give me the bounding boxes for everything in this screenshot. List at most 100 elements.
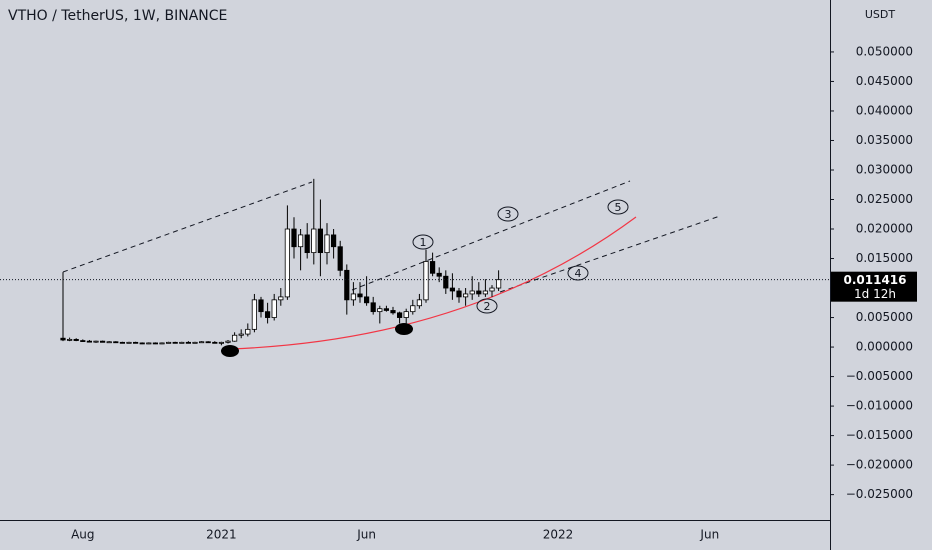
last-price-box [831, 271, 917, 302]
y-tick-label: −0.010000 [846, 399, 913, 413]
candle-body [469, 290, 475, 295]
drawings [62, 180, 721, 357]
candle-body [297, 234, 304, 248]
y-tick-label: −0.005000 [846, 369, 913, 383]
candle-body [324, 234, 330, 254]
countdown-label: 1d 12h [854, 287, 896, 301]
candle-body [344, 269, 350, 301]
axis-unit: USDT [865, 8, 896, 21]
candle-body [429, 261, 436, 274]
candle-body [363, 296, 370, 304]
annotation-circle [497, 206, 519, 222]
y-tick-label: −0.020000 [846, 458, 913, 472]
annotation-circle [607, 199, 629, 215]
candle-body [443, 275, 449, 289]
candle-body [100, 340, 106, 343]
candle-body [172, 341, 178, 344]
annotation-label: 1 [420, 236, 427, 249]
chart-title: VTHO / TetherUS, 1W, BINANCE [8, 8, 227, 24]
candle-body [291, 228, 297, 248]
annotation-label: 5 [615, 201, 622, 214]
candle-body [212, 341, 218, 344]
candle-body [159, 342, 165, 345]
candle-body [198, 341, 205, 344]
candle-body [73, 338, 79, 341]
y-tick-label: −0.025000 [846, 487, 913, 501]
y-tick-label: 0.020000 [856, 222, 913, 236]
candle-body [462, 293, 469, 298]
candle-body [284, 228, 291, 298]
candle-body [126, 341, 132, 344]
candle-body [205, 341, 211, 344]
candle-body [416, 299, 423, 307]
candle-body [489, 287, 495, 292]
trend-line [62, 181, 313, 273]
annotation-label: 4 [575, 267, 582, 280]
last-price-label: 0.011416 [843, 273, 906, 287]
candle-body [271, 299, 277, 318]
candle-body [238, 333, 244, 336]
candle-body [482, 290, 489, 295]
candle-body [436, 272, 442, 277]
candle-body [495, 279, 502, 289]
candle-body [311, 228, 317, 254]
marker-dot [221, 345, 239, 357]
candle-body [67, 338, 73, 341]
candle-body [179, 341, 185, 344]
candle-body [449, 287, 456, 292]
candle-body [258, 299, 264, 313]
candle-body [350, 293, 357, 301]
y-tick-label: 0.050000 [856, 44, 913, 58]
candle-body [245, 328, 251, 335]
candle-body [192, 341, 198, 344]
y-tick-label: 0.045000 [856, 74, 913, 88]
annotation-circle [412, 234, 434, 250]
candle-body [396, 312, 403, 318]
annotation-label: 2 [484, 300, 491, 313]
candle-body [139, 342, 145, 345]
candle-body [93, 340, 99, 343]
curve [229, 216, 637, 350]
candle-body [304, 234, 310, 254]
x-tick-label: Jun [356, 528, 376, 542]
candle-body [264, 311, 271, 318]
candle-body [357, 293, 363, 298]
candle-body [330, 234, 337, 248]
candle-body [152, 342, 158, 345]
candle-body [410, 305, 416, 313]
x-tick-label: 2021 [206, 528, 237, 542]
candle-body [80, 340, 86, 342]
y-tick-label: 0.000000 [856, 340, 913, 354]
y-tick-label: 0.005000 [856, 310, 913, 324]
candle-body [218, 341, 224, 344]
candle-body [317, 228, 324, 254]
candle-body [390, 310, 396, 314]
candle-body [403, 311, 409, 318]
candle-body [476, 290, 482, 295]
trend-line [499, 215, 721, 293]
x-tick-label: Aug [71, 528, 94, 542]
candle-body [113, 341, 119, 344]
y-tick-label: 0.015000 [856, 251, 913, 265]
annotation-label: 3 [505, 208, 512, 221]
candle-body [423, 261, 429, 301]
candle-body [132, 341, 139, 344]
candle-body [119, 341, 125, 344]
candle-body [86, 340, 92, 343]
annotation-circle [476, 298, 498, 314]
candle-body [185, 341, 191, 344]
x-tick-label: 2022 [543, 528, 574, 542]
candle-body [278, 296, 284, 301]
y-tick-label: 0.025000 [856, 192, 913, 206]
candle-body [165, 341, 172, 344]
x-tick-label: Jun [699, 528, 719, 542]
candle-body [370, 302, 376, 313]
candle-body [146, 342, 152, 345]
candle-body [337, 246, 343, 271]
candle-body [377, 308, 383, 313]
y-tick-label: −0.015000 [846, 428, 913, 442]
trend-line [351, 180, 631, 291]
candle-body [60, 337, 66, 341]
